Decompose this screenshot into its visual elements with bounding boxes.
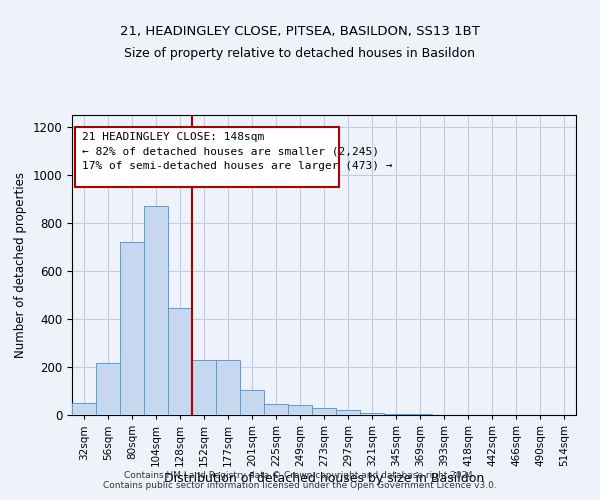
- Bar: [216, 360, 240, 415]
- Bar: [288, 406, 312, 415]
- Bar: [240, 390, 264, 415]
- Text: 21 HEADINGLEY CLOSE: 148sqm
← 82% of detached houses are smaller (2,245)
17% of : 21 HEADINGLEY CLOSE: 148sqm ← 82% of det…: [82, 132, 392, 170]
- Bar: [168, 308, 192, 415]
- Bar: [96, 364, 120, 415]
- Bar: [264, 404, 288, 415]
- Bar: [336, 410, 360, 415]
- X-axis label: Distribution of detached houses by size in Basildon: Distribution of detached houses by size …: [164, 472, 484, 484]
- Bar: [72, 403, 96, 415]
- Text: 21, HEADINGLEY CLOSE, PITSEA, BASILDON, SS13 1BT: 21, HEADINGLEY CLOSE, PITSEA, BASILDON, …: [120, 25, 480, 38]
- FancyBboxPatch shape: [74, 127, 339, 187]
- Bar: [120, 242, 144, 415]
- Bar: [192, 360, 216, 415]
- Text: Contains HM Land Registry data © Crown copyright and database right 2024.
Contai: Contains HM Land Registry data © Crown c…: [103, 470, 497, 490]
- Y-axis label: Number of detached properties: Number of detached properties: [14, 172, 27, 358]
- Bar: [144, 206, 168, 415]
- Bar: [408, 414, 432, 415]
- Bar: [384, 414, 408, 415]
- Bar: [360, 412, 384, 415]
- Text: Size of property relative to detached houses in Basildon: Size of property relative to detached ho…: [125, 48, 476, 60]
- Bar: [312, 408, 336, 415]
